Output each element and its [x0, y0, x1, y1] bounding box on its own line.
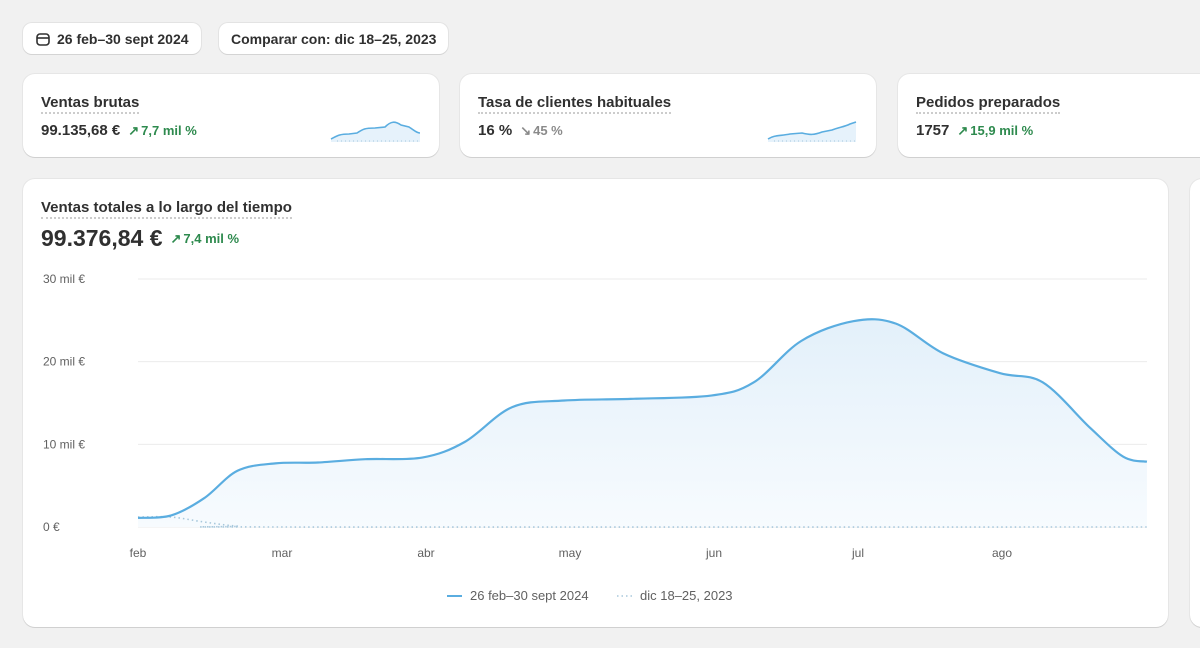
side-card — [1190, 179, 1200, 627]
compare-label: Comparar con: dic 18–25, 2023 — [231, 30, 437, 47]
chart-change: 7,4 mil % — [183, 231, 240, 246]
metric-title: Pedidos preparados — [916, 94, 1061, 114]
trend-up-icon: ↗ — [170, 230, 182, 246]
metric-card-tasa-clientes[interactable]: Tasa de clientes habituales 16 % ↘ 45 % — [460, 74, 876, 157]
chart-title[interactable]: Ventas totales a lo largo del tiempo — [41, 199, 292, 219]
metric-change: 7,7 mil % — [141, 123, 197, 138]
metric-value: 99.135,68 € — [41, 122, 121, 139]
metric-title: Tasa de clientes habituales — [478, 94, 672, 114]
sales-over-time-card: Ventas totales a lo largo del tiempo 99.… — [23, 179, 1168, 627]
date-range-label: 26 feb–30 sept 2024 — [57, 30, 189, 47]
sparkline — [330, 121, 421, 142]
trend-up-icon: ↗ — [128, 122, 140, 138]
calendar-icon — [36, 32, 50, 46]
compare-button[interactable]: Comparar con: dic 18–25, 2023 — [219, 23, 449, 54]
metric-value: 1757 — [916, 122, 950, 139]
trend-down-icon: ↘ — [520, 122, 532, 138]
metric-change: 45 % — [533, 123, 563, 138]
trend-up-icon: ↗ — [957, 122, 969, 138]
chart-total: 99.376,84 € — [41, 225, 163, 251]
metric-value: 16 % — [478, 122, 513, 139]
metric-title: Ventas brutas — [41, 94, 140, 114]
date-range-button[interactable]: 26 feb–30 sept 2024 — [23, 23, 201, 54]
sparkline — [767, 121, 857, 142]
metric-change: 15,9 mil % — [970, 123, 1034, 138]
metric-card-pedidos[interactable]: Pedidos preparados 1757 ↗ 15,9 mil % — [898, 74, 1200, 157]
metric-card-ventas-brutas[interactable]: Ventas brutas 99.135,68 € ↗ 7,7 mil % — [23, 74, 439, 157]
